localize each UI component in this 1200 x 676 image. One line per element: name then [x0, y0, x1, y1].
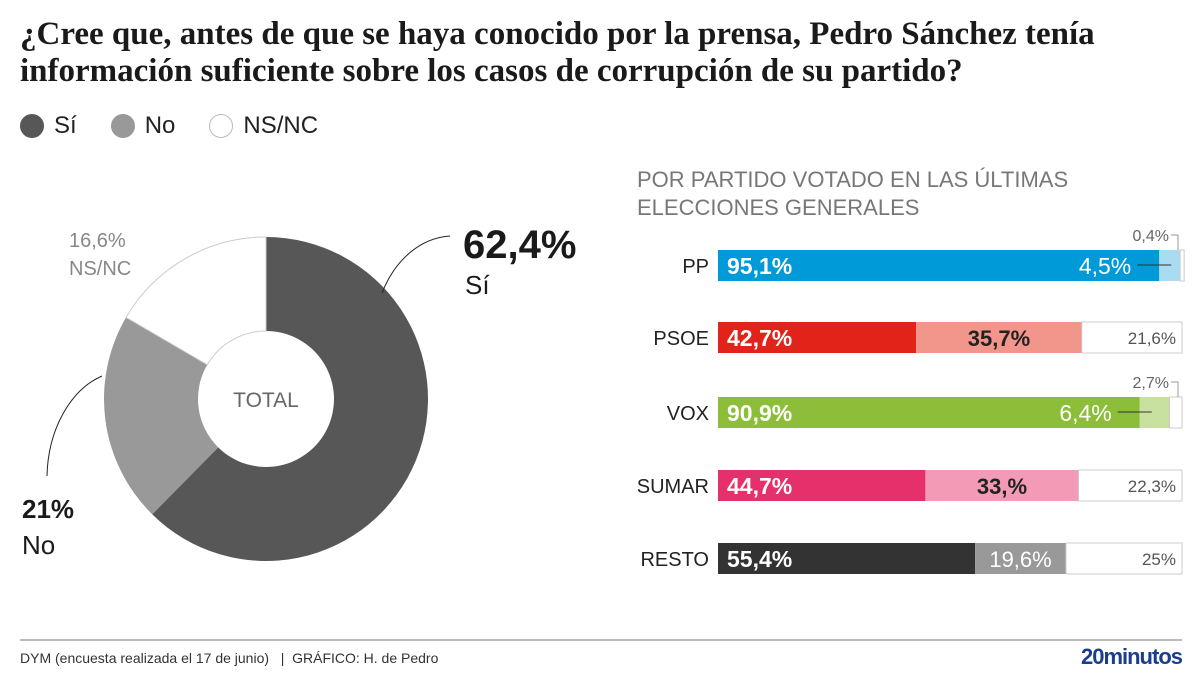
bar-chart-title: POR PARTIDO VOTADO EN LAS ÚLTIMAS ELECCI…	[637, 167, 1069, 220]
bar-label: 19,6%	[989, 547, 1051, 572]
footer-divider	[20, 639, 1182, 641]
legend: Sí No NS/NC	[20, 112, 318, 140]
bar-label: 44,7%	[727, 473, 792, 499]
bar-label: 6,4%	[1059, 400, 1111, 426]
label-nsnc-value: 16,6%	[69, 230, 126, 252]
bar-label: 95,1%	[727, 253, 792, 279]
bar-segment	[916, 322, 1082, 353]
bar-segment	[1081, 321, 1183, 354]
bar-label: 90,9%	[727, 400, 792, 426]
category-label: PSOE	[653, 328, 709, 350]
bar-segment	[975, 543, 1066, 574]
bar-label: 2,7%	[1133, 375, 1169, 392]
bar-label: 42,7%	[727, 325, 792, 351]
legend-item-no: No	[110, 112, 176, 140]
leader-line-no	[46, 375, 103, 477]
bar-segment	[718, 322, 917, 353]
category-label: SUMAR	[637, 476, 709, 498]
bar-label: 0,4%	[1133, 228, 1169, 245]
leader-line	[1171, 381, 1179, 397]
bar-segment	[718, 250, 1160, 281]
bar-segment	[718, 397, 1140, 428]
leader-line	[1171, 234, 1179, 250]
donut-slice-2	[125, 236, 267, 366]
bar-label: 21,6%	[1128, 329, 1176, 348]
chart-title: ¿Cree que, antes de que se haya conocido…	[20, 16, 1095, 89]
category-label: PP	[682, 256, 709, 278]
leader-line-si	[381, 235, 451, 294]
bar-segment	[718, 470, 926, 501]
bar-label: 4,5%	[1079, 253, 1131, 279]
label-si-name: Sí	[465, 270, 490, 300]
bar-label: 25%	[1142, 550, 1176, 569]
legend-dot-icon	[110, 114, 135, 138]
bar-segment	[1078, 469, 1183, 502]
bar-segment	[925, 470, 1079, 501]
label-no-value: 21%	[22, 494, 74, 524]
label-si-value: 62,4%	[463, 223, 576, 267]
source-text: DYM (encuesta realizada el 17 de junio) …	[20, 650, 439, 666]
donut-slice-0	[152, 237, 428, 561]
legend-item-si: Sí	[20, 112, 77, 140]
bar-segment	[1179, 249, 1185, 282]
label-no-name: No	[22, 530, 55, 560]
legend-dot-icon	[209, 114, 234, 138]
bar-label: 55,4%	[727, 546, 792, 572]
legend-label: No	[144, 112, 176, 139]
legend-label: Sí	[54, 112, 77, 139]
bar-segment	[718, 543, 976, 574]
label-nsnc-name: NS/NC	[69, 258, 131, 280]
bar-label: 22,3%	[1128, 477, 1176, 496]
category-label: VOX	[667, 403, 709, 425]
donut-center-label: TOTAL	[233, 389, 299, 412]
bar-segment	[1065, 542, 1183, 575]
bar-label: 35,7%	[968, 326, 1030, 351]
bar-label: 33,%	[977, 474, 1027, 499]
bar-segment	[1168, 396, 1183, 429]
legend-label: NS/NC	[243, 112, 319, 139]
donut-slice-1	[103, 317, 219, 515]
legend-dot-icon	[20, 114, 44, 138]
logo: 20minutos	[1080, 644, 1183, 669]
category-label: RESTO	[640, 549, 709, 571]
legend-item-nsnc: NS/NC	[209, 112, 318, 140]
